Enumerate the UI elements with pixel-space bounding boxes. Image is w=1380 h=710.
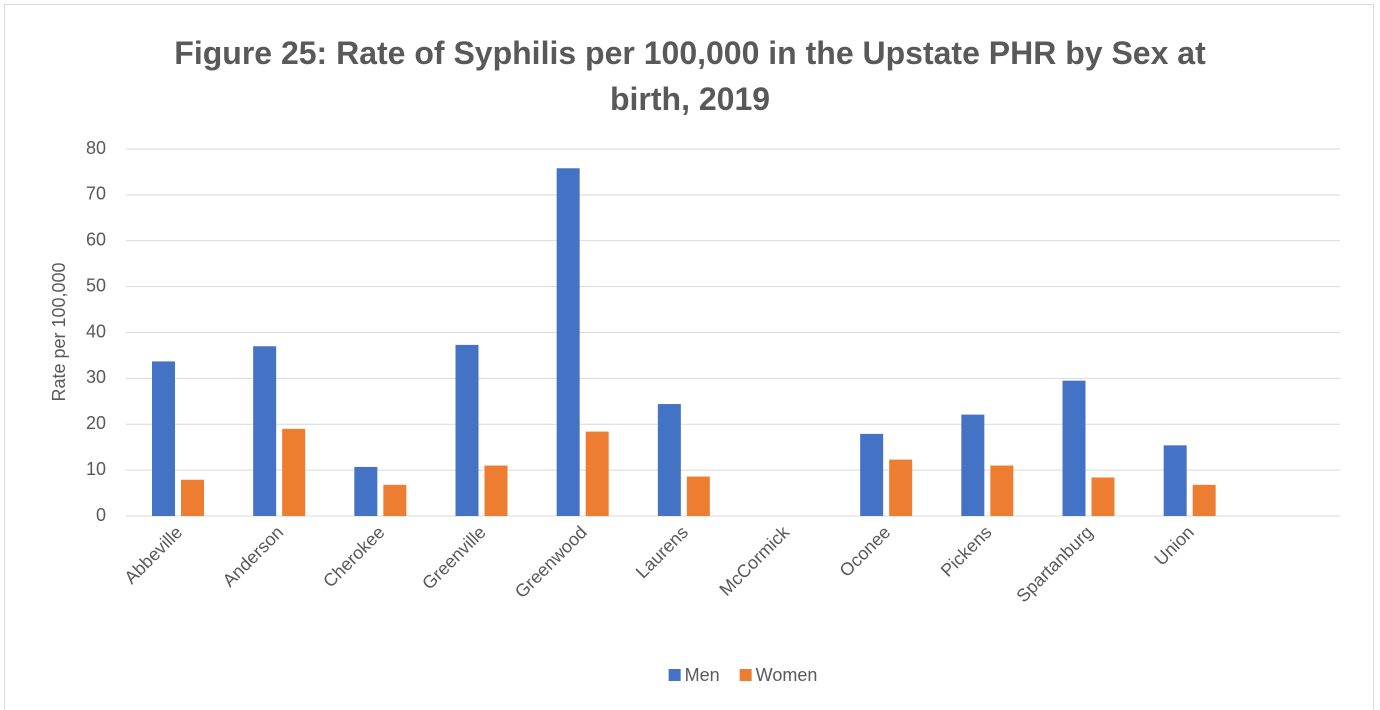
- bar: [253, 346, 277, 516]
- legend-swatch: [668, 669, 681, 681]
- chart-title: Figure 25: Rate of Syphilis per 100,000 …: [174, 35, 1206, 117]
- x-tick-label: Anderson: [219, 522, 288, 591]
- x-tick-label: Laurens: [632, 522, 692, 582]
- bar: [889, 459, 913, 516]
- bar: [1192, 484, 1216, 516]
- y-axis-label: Rate per 100,000: [49, 262, 69, 401]
- bar: [961, 414, 985, 516]
- bar: [860, 433, 884, 516]
- x-tick-label: Pickens: [937, 522, 996, 581]
- bar: [152, 361, 175, 516]
- x-tick-label: Union: [1150, 522, 1197, 569]
- y-tick-label: 30: [86, 367, 106, 387]
- bar: [1062, 380, 1086, 516]
- x-tick-label: Greenwood: [511, 522, 591, 602]
- x-tick-label: Abbeville: [120, 522, 186, 588]
- x-tick-label: McCormick: [715, 521, 793, 599]
- bar: [585, 431, 609, 516]
- bar: [990, 465, 1014, 516]
- y-tick-label: 10: [86, 459, 106, 479]
- x-tick-label: Cherokee: [319, 522, 388, 591]
- bar: [181, 479, 204, 516]
- y-tick-label: 20: [86, 413, 106, 433]
- bar: [1091, 477, 1115, 516]
- y-tick-label: 70: [86, 184, 106, 204]
- y-tick-label: 80: [86, 138, 106, 158]
- y-tick-label: 50: [86, 275, 106, 295]
- bar: [657, 404, 681, 516]
- bar: [282, 428, 306, 516]
- bar: [686, 476, 710, 516]
- bar: [556, 168, 580, 516]
- y-tick-label: 60: [86, 230, 106, 250]
- bar: [354, 466, 378, 516]
- bar: [1163, 445, 1187, 516]
- bar: [455, 344, 479, 516]
- y-tick-label: 40: [86, 321, 106, 341]
- x-tick-label: Oconee: [836, 522, 895, 581]
- x-tick-label: Greenville: [418, 522, 489, 593]
- legend-label: Women: [756, 665, 818, 685]
- y-tick-label: 0: [96, 505, 106, 525]
- legend-swatch: [739, 669, 752, 681]
- bar: [383, 484, 407, 516]
- legend-label: Men: [685, 665, 720, 685]
- bar: [484, 465, 508, 516]
- x-tick-label: Spartanburg: [1012, 522, 1096, 606]
- chart-frame: [4, 4, 1374, 710]
